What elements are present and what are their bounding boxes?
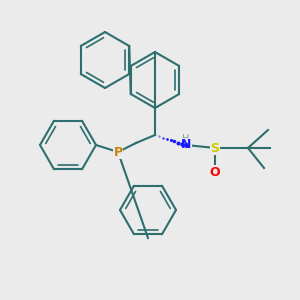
Text: N: N [181,139,191,152]
Text: P: P [113,146,123,158]
Text: S: S [211,142,220,154]
Text: H: H [182,134,190,144]
Text: O: O [210,166,220,178]
